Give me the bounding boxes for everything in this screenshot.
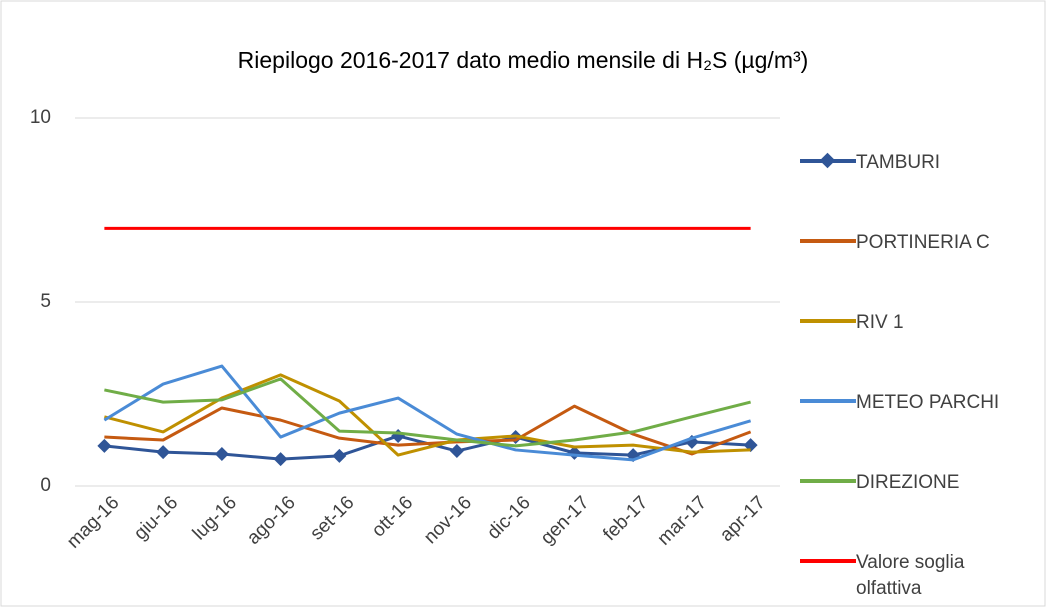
series-marker xyxy=(214,446,229,461)
legend-swatch xyxy=(800,470,856,492)
legend-swatch xyxy=(800,390,856,412)
series-line xyxy=(104,404,752,456)
series-line xyxy=(104,373,751,457)
legend-entry: DIREZIONE xyxy=(800,470,1040,496)
legend-swatch xyxy=(800,310,856,332)
series-marker xyxy=(97,438,112,453)
legend-label: Valore soglia olfattiva xyxy=(856,552,965,599)
legend-swatch xyxy=(800,150,856,172)
legend-entry: Valore soglia olfattiva xyxy=(800,550,1040,602)
legend-label: TAMBURI xyxy=(856,152,941,173)
series-marker xyxy=(156,445,171,460)
legend-entry: TAMBURI xyxy=(800,150,1040,176)
legend-line xyxy=(800,479,856,483)
legend-label: DIREZIONE xyxy=(856,472,960,493)
chart-title: Riepilogo 2016-2017 dato medio mensile d… xyxy=(238,47,809,73)
legend-swatch xyxy=(800,550,856,572)
legend-line xyxy=(800,559,856,563)
series-marker xyxy=(332,448,347,463)
legend-label: PORTINERIA C xyxy=(856,232,990,253)
legend-swatch xyxy=(800,230,856,252)
legend-entry: RIV 1 xyxy=(800,310,1040,336)
series-marker xyxy=(273,452,288,467)
series-line xyxy=(103,364,752,462)
legend-line xyxy=(800,399,856,403)
legend-label: RIV 1 xyxy=(856,312,904,333)
legend-line xyxy=(800,319,856,323)
y-tick-label: 0 xyxy=(40,475,51,496)
series-line xyxy=(104,377,751,448)
y-tick-label: 10 xyxy=(30,107,51,128)
legend-entry: PORTINERIA C xyxy=(800,230,1040,256)
legend-line xyxy=(800,239,856,243)
y-tick-label: 5 xyxy=(40,291,51,312)
legend-entry: METEO PARCHI xyxy=(800,390,1040,416)
series-marker xyxy=(449,444,464,459)
legend-label: METEO PARCHI xyxy=(856,392,1000,413)
legend-marker xyxy=(819,152,836,169)
